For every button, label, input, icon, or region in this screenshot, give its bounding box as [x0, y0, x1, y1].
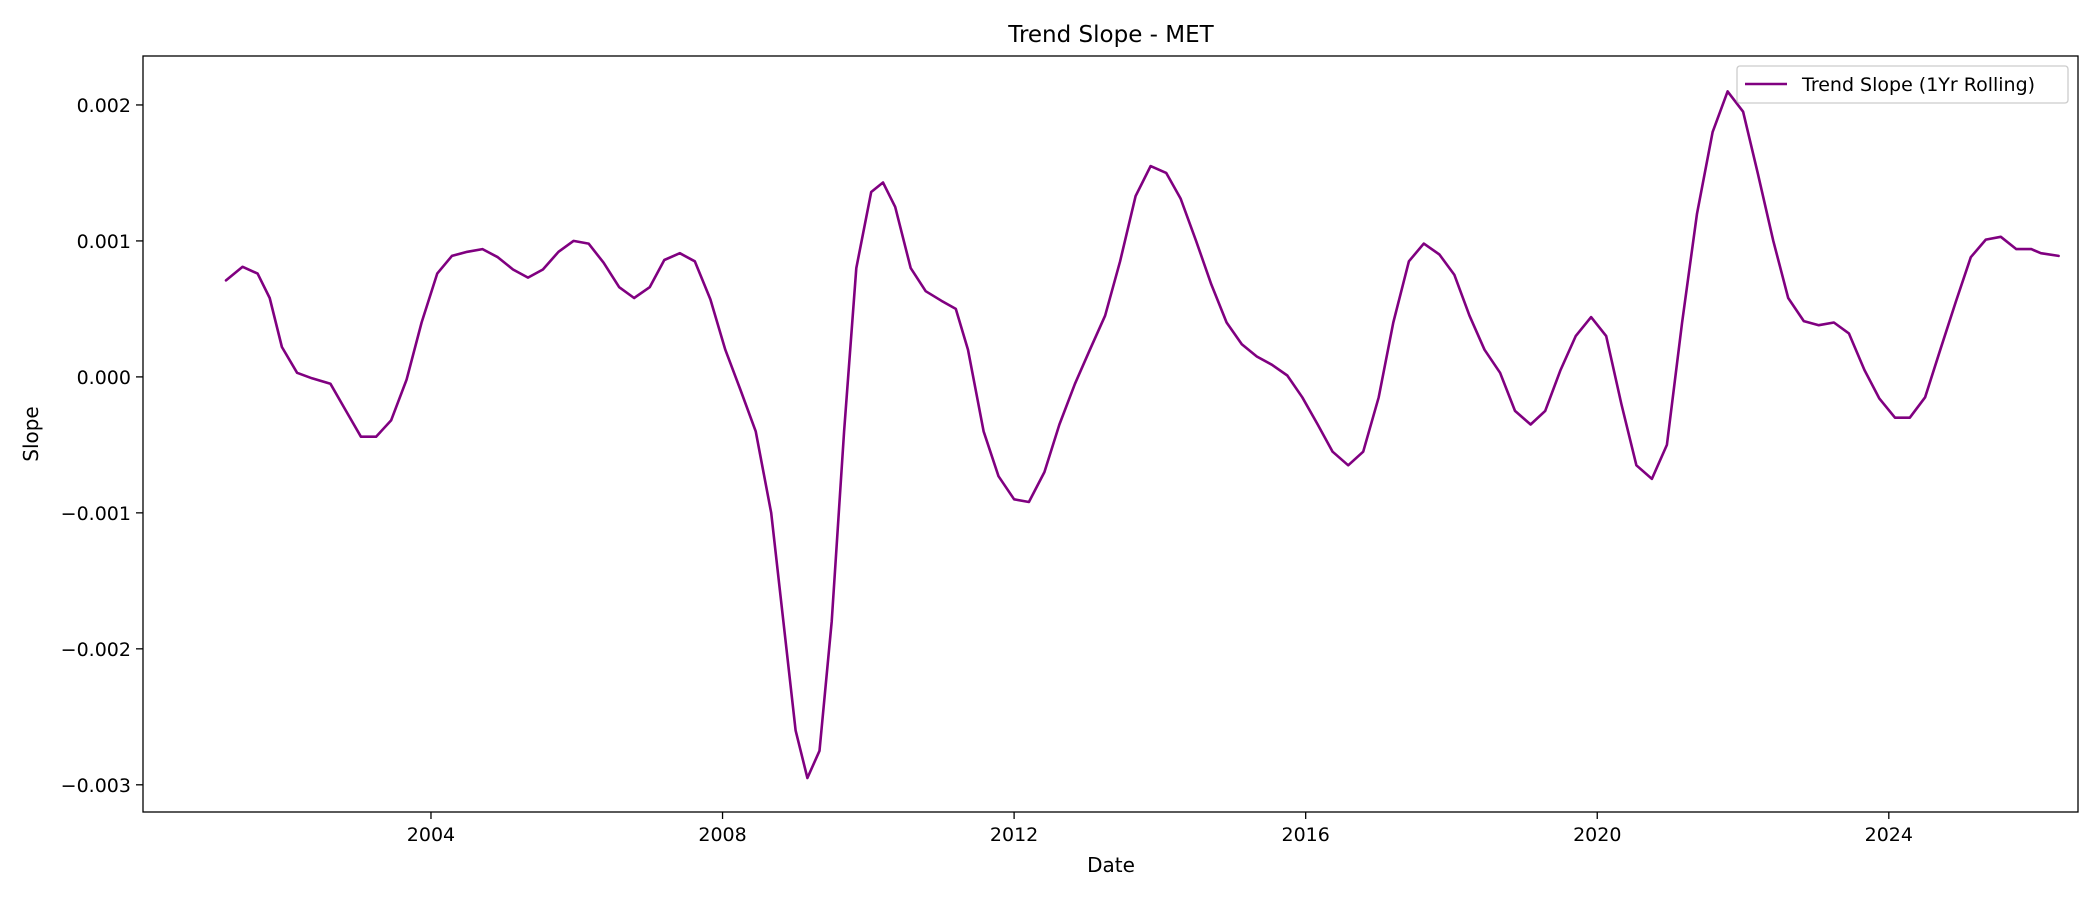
legend-box: [1736, 65, 2069, 104]
series-line-trend-slope: [224, 90, 2060, 780]
x-axis-ticks: 2004 2008 2012 2016 2020 2024: [407, 812, 1913, 846]
y-tick-label: −0.002: [61, 639, 131, 661]
x-tick-label: 2008: [698, 824, 746, 846]
x-tick-label: 2004: [407, 824, 455, 846]
chart-title: Trend Slope - MET: [1007, 22, 1214, 48]
y-tick-label: 0.002: [77, 95, 131, 117]
x-tick-label: 2016: [1281, 824, 1329, 846]
x-tick-label: 2020: [1573, 824, 1621, 846]
legend: Trend Slope (1Yr Rolling): [1736, 65, 2069, 104]
legend-label-trend-slope: Trend Slope (1Yr Rolling): [1801, 74, 2035, 96]
axes-frame: [142, 55, 2079, 813]
series-layer: [224, 90, 2060, 780]
y-tick-label: −0.003: [61, 775, 131, 797]
y-tick-label: 0.000: [77, 367, 131, 389]
y-tick-label: 0.001: [77, 231, 131, 253]
y-axis-ticks: −0.003 −0.002 −0.001 0.000 0.001 0.002: [61, 95, 143, 797]
x-tick-label: 2012: [990, 824, 1038, 846]
plot-area: 2004 2008 2012 2016 2020 2024 −0.003−0.002−0.…: [61, 55, 2079, 846]
x-axis-label: Date: [1087, 853, 1135, 877]
x-tick-label: 2024: [1865, 824, 1913, 846]
y-tick-label: −0.001: [61, 503, 131, 525]
y-axis-label: Slope: [19, 406, 43, 462]
